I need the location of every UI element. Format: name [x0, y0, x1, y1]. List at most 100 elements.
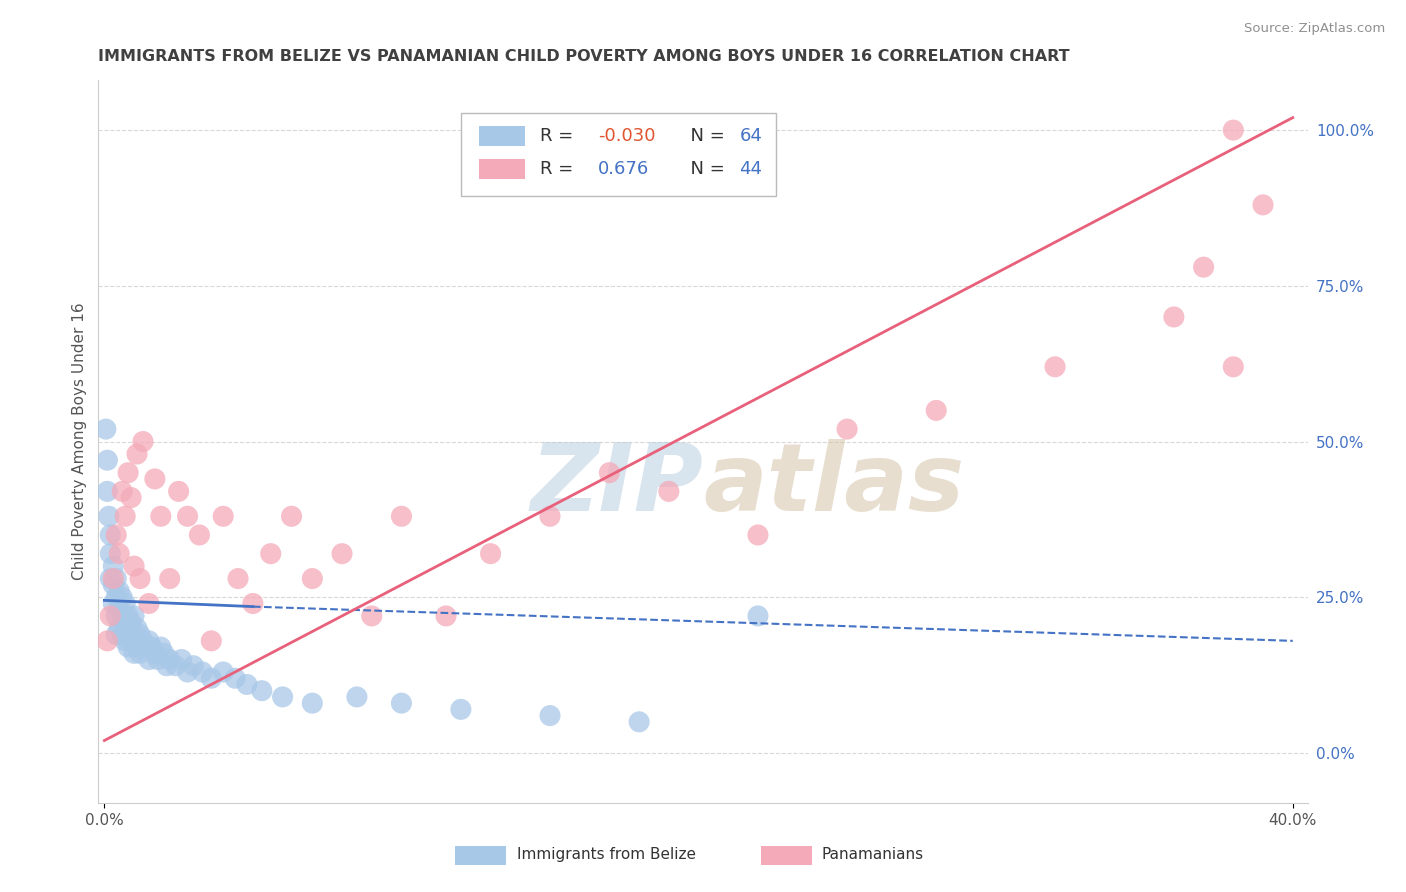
- Point: [236, 677, 259, 691]
- Point: [658, 484, 681, 499]
- Point: [117, 621, 139, 635]
- Point: [122, 559, 145, 574]
- Point: [212, 509, 235, 524]
- Point: [301, 696, 323, 710]
- Text: R =: R =: [540, 161, 579, 178]
- Point: [1222, 123, 1244, 137]
- Point: [120, 633, 142, 648]
- FancyBboxPatch shape: [461, 112, 776, 196]
- Point: [98, 528, 121, 542]
- Point: [226, 572, 249, 586]
- Point: [747, 528, 769, 542]
- Point: [111, 484, 134, 499]
- Point: [108, 603, 131, 617]
- Point: [114, 633, 136, 648]
- Point: [129, 646, 152, 660]
- Point: [108, 547, 131, 561]
- Point: [301, 572, 323, 586]
- FancyBboxPatch shape: [479, 159, 526, 179]
- Point: [122, 609, 145, 624]
- Point: [1222, 359, 1244, 374]
- Point: [129, 627, 152, 641]
- Point: [94, 422, 117, 436]
- Point: [98, 547, 121, 561]
- Text: -0.030: -0.030: [598, 127, 655, 145]
- Point: [391, 696, 413, 710]
- FancyBboxPatch shape: [761, 847, 811, 865]
- Point: [117, 609, 139, 624]
- Point: [132, 633, 155, 648]
- Point: [479, 547, 502, 561]
- Point: [108, 621, 131, 635]
- Point: [149, 640, 172, 654]
- Point: [117, 466, 139, 480]
- Point: [191, 665, 214, 679]
- Point: [159, 652, 181, 666]
- Point: [271, 690, 294, 704]
- Y-axis label: Child Poverty Among Boys Under 16: Child Poverty Among Boys Under 16: [72, 302, 87, 581]
- Point: [628, 714, 651, 729]
- Point: [103, 597, 125, 611]
- Point: [212, 665, 235, 679]
- Point: [103, 572, 125, 586]
- Text: ZIP: ZIP: [530, 439, 703, 531]
- Point: [152, 646, 174, 660]
- Point: [105, 528, 128, 542]
- Point: [188, 528, 211, 542]
- Point: [141, 640, 163, 654]
- Point: [598, 466, 620, 480]
- Point: [98, 572, 121, 586]
- Point: [260, 547, 283, 561]
- Text: R =: R =: [540, 127, 579, 145]
- Point: [391, 509, 413, 524]
- Point: [1043, 359, 1066, 374]
- Text: 0.676: 0.676: [598, 161, 650, 178]
- Point: [149, 509, 172, 524]
- Point: [538, 509, 561, 524]
- Point: [103, 578, 125, 592]
- Text: Source: ZipAtlas.com: Source: ZipAtlas.com: [1244, 22, 1385, 36]
- Text: Panamanians: Panamanians: [821, 847, 924, 863]
- Point: [167, 484, 190, 499]
- Point: [120, 491, 142, 505]
- Point: [111, 591, 134, 605]
- Point: [108, 584, 131, 599]
- Point: [138, 633, 160, 648]
- Point: [114, 615, 136, 630]
- Point: [280, 509, 302, 524]
- Text: atlas: atlas: [703, 439, 965, 531]
- Point: [122, 646, 145, 660]
- Text: N =: N =: [679, 161, 730, 178]
- Point: [103, 559, 125, 574]
- Point: [146, 652, 169, 666]
- Point: [250, 683, 273, 698]
- Point: [360, 609, 382, 624]
- Point: [835, 422, 858, 436]
- Point: [125, 640, 148, 654]
- Point: [132, 434, 155, 449]
- Point: [434, 609, 457, 624]
- Point: [156, 658, 179, 673]
- Point: [538, 708, 561, 723]
- Point: [129, 572, 152, 586]
- Point: [925, 403, 948, 417]
- Point: [165, 658, 187, 673]
- Point: [122, 627, 145, 641]
- Point: [138, 597, 160, 611]
- Point: [114, 597, 136, 611]
- Text: IMMIGRANTS FROM BELIZE VS PANAMANIAN CHILD POVERTY AMONG BOYS UNDER 16 CORRELATI: IMMIGRANTS FROM BELIZE VS PANAMANIAN CHI…: [98, 49, 1070, 64]
- Point: [97, 509, 120, 524]
- Text: 44: 44: [740, 161, 762, 178]
- Point: [143, 646, 166, 660]
- Point: [111, 609, 134, 624]
- Point: [159, 572, 181, 586]
- Point: [1251, 198, 1274, 212]
- Point: [330, 547, 353, 561]
- Point: [1192, 260, 1215, 274]
- Text: Immigrants from Belize: Immigrants from Belize: [517, 847, 696, 863]
- Point: [120, 615, 142, 630]
- Point: [1163, 310, 1185, 324]
- Point: [125, 447, 148, 461]
- Point: [96, 633, 118, 648]
- Point: [176, 509, 198, 524]
